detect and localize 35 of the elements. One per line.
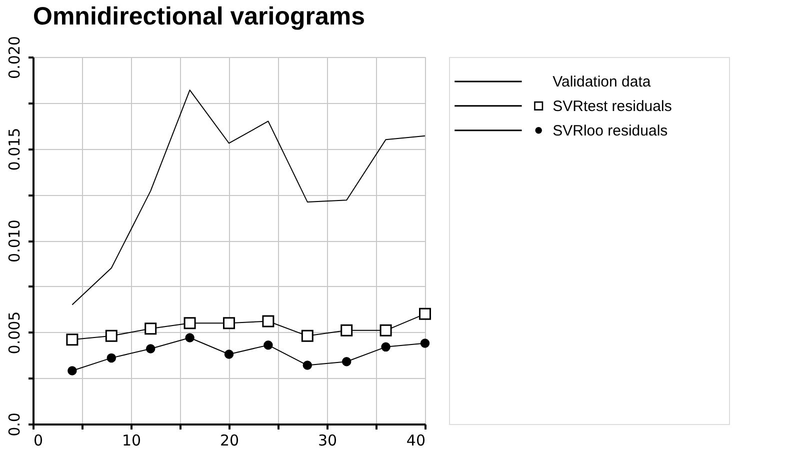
x-tick-label: 10 [122,432,142,450]
point [262,315,274,328]
x-tick-label: 20 [220,432,240,450]
y-tick-label: 0.0 [6,412,24,436]
point [340,324,353,336]
point [342,356,352,366]
point [184,317,196,330]
point [224,350,234,359]
legend-label: SVRloo residuals [552,122,668,140]
point [146,344,156,354]
line-series [72,90,426,306]
point [381,342,390,352]
x-tick-label: 40 [406,432,426,450]
point [223,317,235,330]
point [302,360,312,370]
y-tick-label: 0.010 [6,220,24,262]
x-tick-label: 0 [34,432,44,450]
point [105,330,118,342]
point [380,324,392,336]
y-tick-label: 0.020 [6,36,24,79]
x-tick-label: 30 [318,432,338,450]
point [144,322,157,335]
legend-label: Validation data [552,73,652,90]
y-tick-label: 0.005 [6,311,24,354]
point [66,334,78,346]
point [106,353,116,363]
legend-label: SVRtest residuals [552,98,672,115]
point [301,330,314,342]
point [185,333,194,342]
point [264,340,273,350]
point [420,338,430,348]
point [68,366,77,376]
y-tick-label: 0.015 [6,128,24,171]
chart-title: Omnidirectional variograms [33,2,366,31]
point [419,308,431,320]
